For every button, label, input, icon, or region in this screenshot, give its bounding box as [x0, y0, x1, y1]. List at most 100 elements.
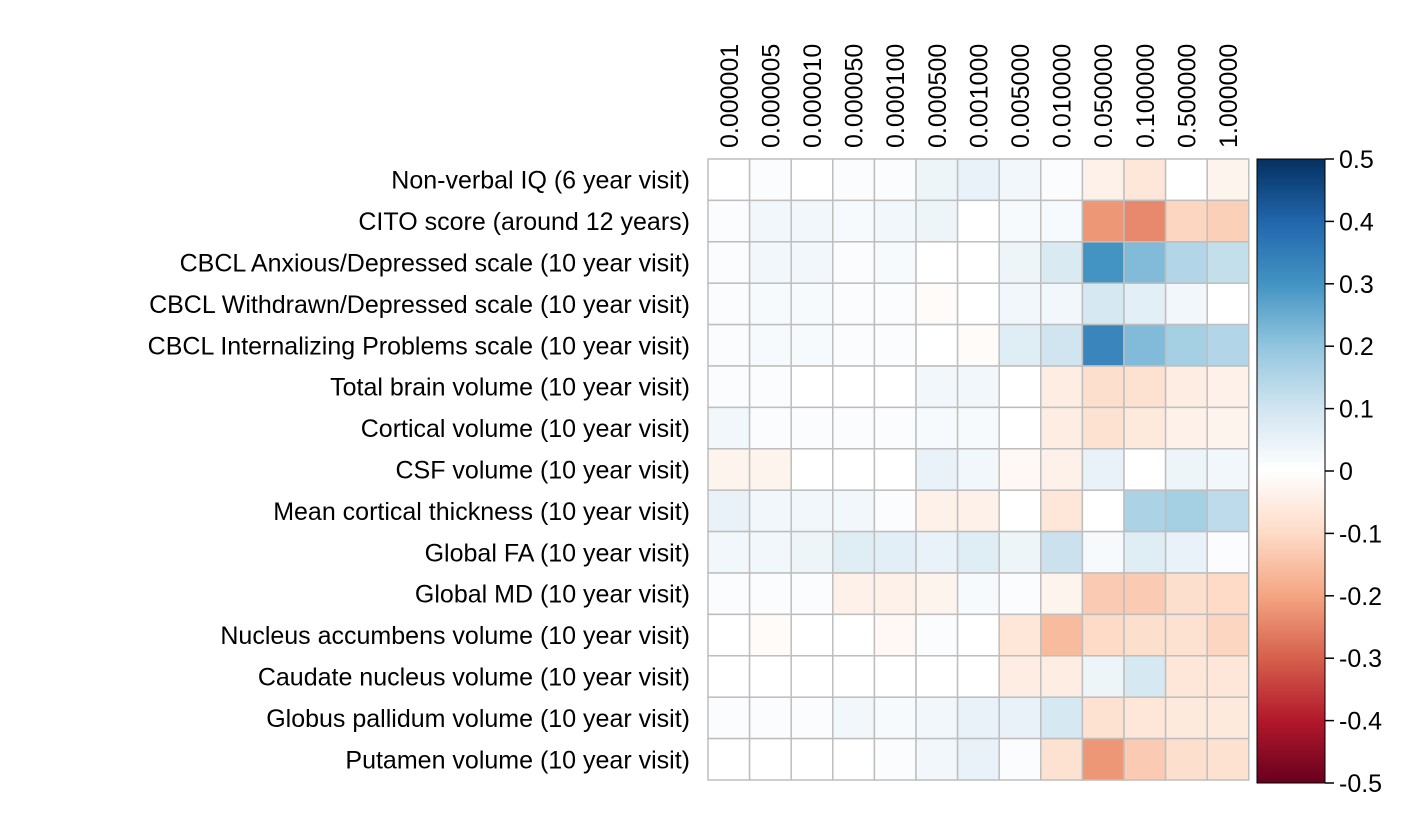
heatmap-cell [748, 199, 792, 243]
heatmap-cell [915, 158, 959, 202]
heatmap-cell [1040, 158, 1084, 202]
heatmap-cell [1040, 489, 1084, 533]
heatmap-cell [1206, 696, 1250, 740]
column-label: 0.010000 [1049, 44, 1077, 148]
heatmap-cell [1123, 655, 1167, 698]
heatmap-cell [1164, 655, 1208, 698]
heatmap-cell [790, 448, 834, 491]
colorbar-tick-label: 0.5 [1339, 146, 1374, 174]
heatmap-cell [956, 241, 1000, 284]
heatmap-cell [1040, 613, 1084, 657]
heatmap-cell [998, 448, 1042, 491]
colorbar-tick-label: -0.5 [1339, 770, 1382, 798]
heatmap-cell [873, 282, 917, 326]
heatmap-cell [998, 696, 1042, 740]
heatmap-cell [1206, 530, 1250, 574]
heatmap-cell [707, 737, 751, 781]
heatmap-cell [748, 572, 792, 616]
heatmap-cell [1081, 572, 1125, 616]
colorbar-tick-label: 0.3 [1339, 271, 1374, 299]
row-label: CBCL Withdrawn/Depressed scale (10 year … [149, 291, 690, 319]
row-label: Putamen volume (10 year visit) [345, 746, 690, 774]
heatmap-cell [998, 406, 1042, 450]
heatmap-cell [915, 696, 959, 740]
heatmap-cell [873, 323, 917, 367]
heatmap-cell [1081, 613, 1125, 657]
heatmap-cell [956, 323, 1000, 367]
heatmap-cell [1123, 530, 1167, 574]
heatmap-cell [790, 365, 834, 409]
heatmap-cell [707, 613, 751, 657]
row-label: Non-verbal IQ (6 year visit) [391, 167, 690, 195]
row-label: Caudate nucleus volume (10 year visit) [258, 664, 690, 692]
colorbar: 0.5 0.4 0.3 0.2 0.1 0 -0.1 -0.2 -0.3 -0.4 -0.5 [1256, 146, 1382, 798]
heatmap-cell [790, 530, 834, 574]
heatmap-cell [1206, 282, 1250, 326]
row-label: CSF volume (10 year visit) [395, 457, 690, 485]
heatmap-cell [956, 655, 1000, 698]
colorbar-tick-label: -0.1 [1339, 520, 1382, 548]
heatmap-cell [748, 696, 792, 740]
heatmap-cell [1123, 489, 1167, 533]
row-label: Globus pallidum volume (10 year visit) [266, 705, 690, 733]
heatmap-cell [1164, 241, 1208, 284]
heatmap-cell [1040, 737, 1084, 781]
heatmap-cell [873, 199, 917, 243]
heatmap-cell [915, 489, 959, 533]
heatmap-cell [1164, 406, 1208, 450]
heatmap-cell [998, 737, 1042, 781]
heatmap-cell [1206, 199, 1250, 243]
row-label: CITO score (around 12 years) [358, 208, 690, 236]
heatmap-cell [790, 489, 834, 533]
heatmap-cell [1164, 489, 1208, 533]
heatmap-cell [956, 158, 1000, 202]
heatmap-cell [1206, 448, 1250, 491]
heatmap-cell [1081, 241, 1125, 284]
heatmap-cell [1081, 199, 1125, 243]
heatmap-cell [748, 365, 792, 409]
heatmap-cell [1040, 530, 1084, 574]
heatmap-cell [707, 572, 751, 616]
heatmap-cell [1040, 448, 1084, 491]
heatmap-cell [1164, 199, 1208, 243]
heatmap-cell [748, 613, 792, 657]
heatmap-cell [998, 613, 1042, 657]
heatmap-cell [790, 158, 834, 202]
heatmap-cell [1081, 489, 1125, 533]
heatmap-cell [1081, 282, 1125, 326]
row-label: Nucleus accumbens volume (10 year visit) [220, 622, 690, 650]
colorbar-tick-label: 0.2 [1339, 333, 1374, 361]
heatmap-cell [790, 572, 834, 616]
row-label: Total brain volume (10 year visit) [330, 374, 690, 402]
column-label: 0.000010 [799, 44, 827, 148]
heatmap-cell [832, 572, 876, 616]
heatmap-cell [790, 199, 834, 243]
heatmap-cell [1206, 655, 1250, 698]
heatmap-cell [1164, 323, 1208, 367]
heatmap-cell [1206, 241, 1250, 284]
heatmap-cell [998, 572, 1042, 616]
heatmap-cell [748, 530, 792, 574]
heatmap-cell [832, 655, 876, 698]
heatmap-cells [707, 158, 1250, 781]
heatmap-cell [998, 323, 1042, 367]
column-labels: 0.000001 0.000005 0.000010 0.000050 0.000100… [716, 44, 1243, 148]
row-label: Global MD (10 year visit) [415, 581, 690, 609]
heatmap-cell [707, 489, 751, 533]
heatmap-cell [956, 737, 1000, 781]
heatmap-cell [915, 530, 959, 574]
heatmap-cell [998, 530, 1042, 574]
row-label: CBCL Internalizing Problems scale (10 ye… [148, 332, 690, 360]
heatmap-cell [832, 737, 876, 781]
heatmap-cell [707, 323, 751, 367]
heatmap-cell [1040, 406, 1084, 450]
heatmap-cell [832, 199, 876, 243]
heatmap-cell [832, 241, 876, 284]
heatmap-cell [707, 448, 751, 491]
heatmap-cell [1123, 696, 1167, 740]
heatmap-cell [790, 323, 834, 367]
column-label: 0.000005 [757, 44, 785, 148]
colorbar-tick-label: 0.1 [1339, 396, 1374, 424]
heatmap-cell [832, 158, 876, 202]
heatmap-cell [832, 530, 876, 574]
